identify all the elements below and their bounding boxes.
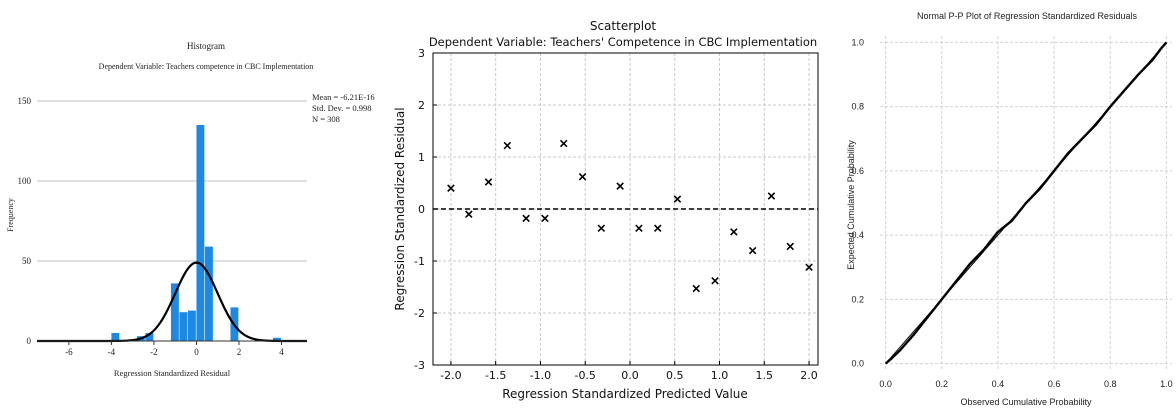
pp-plot-x-tick-label: 0.8 — [1104, 379, 1117, 389]
scatterplot-y-tick-label: 3 — [418, 47, 425, 60]
scatterplot-y-tick-label: 0 — [418, 203, 425, 216]
histogram-bar — [179, 312, 187, 341]
pp-plot-x-axis-label: Observed Cumulative Probability — [960, 397, 1092, 407]
pp-plot-x-tick-label: 0.6 — [1048, 379, 1061, 389]
pp-plot-x-tick-label: 0.4 — [992, 379, 1005, 389]
pp-plot-x-tick-label: 0.0 — [879, 379, 892, 389]
scatterplot-x-tick-label: -2.0 — [440, 369, 461, 382]
pp-plot-title: Normal P-P Plot of Regression Standardiz… — [917, 11, 1137, 21]
histogram-x-tick-label: 0 — [194, 347, 199, 357]
scatter-point — [655, 225, 661, 231]
histogram-x-tick-label: 2 — [237, 347, 242, 357]
scatterplot-y-tick-label: -2 — [414, 307, 425, 320]
histogram-y-tick-label: 100 — [18, 176, 32, 186]
pp-plot-y-tick-label: 0.8 — [851, 102, 864, 112]
pp-plot-x-tick-label: 1.0 — [1160, 379, 1173, 389]
histogram-x-tick-label: -2 — [150, 347, 158, 357]
scatter-point — [466, 211, 472, 217]
scatterplot-y-tick-label: -3 — [414, 359, 425, 372]
scatter-point — [617, 183, 623, 189]
scatter-point — [598, 225, 604, 231]
histogram-bars — [111, 125, 280, 341]
pp-plot-y-tick-label: 0.0 — [851, 359, 864, 369]
scatterplot-chart: Scatterplot Dependent Variable: Teachers… — [380, 0, 830, 408]
histogram-y-tick-label: 50 — [22, 256, 32, 266]
scatter-point — [693, 285, 699, 291]
scatterplot-x-tick-label: -1.5 — [485, 369, 506, 382]
scatterplot-x-axis-label: Regression Standardized Predicted Value — [502, 387, 748, 401]
histogram-x-tick-label: -6 — [65, 347, 73, 357]
histogram-bar — [188, 311, 196, 341]
histogram-title: Histogram — [187, 41, 225, 51]
histogram-x-axis-label: Regression Standardized Residual — [114, 368, 231, 378]
histogram-bar — [205, 247, 213, 341]
histogram-y-tick-label: 150 — [18, 96, 32, 106]
pp-plot-y-tick-label: 1.0 — [851, 37, 864, 47]
pp-plot-x-tick-label: 0.2 — [936, 379, 949, 389]
scatter-point — [504, 142, 510, 148]
histogram-bar — [111, 333, 119, 341]
pp-plot-y-axis-label: Expected Cumulative Probability — [846, 140, 856, 270]
scatterplot-x-tick-label: 1.5 — [756, 369, 774, 382]
scatter-point — [712, 278, 718, 284]
histogram-chart: Histogram Dependent Variable: Teachers c… — [0, 0, 380, 408]
histogram-stat-mean: Mean = -6.21E-16 — [312, 92, 375, 102]
histogram-stat-sd: Std. Dev. = 0.998 — [312, 103, 372, 113]
scatter-point — [749, 247, 755, 253]
histogram-bar — [196, 125, 204, 341]
scatter-point — [523, 215, 529, 221]
scatter-point — [579, 174, 585, 180]
scatterplot-x-tick-label: 2.0 — [800, 369, 818, 382]
scatterplot-x-tick-label: -1.0 — [530, 369, 551, 382]
scatter-point — [731, 229, 737, 235]
scatterplot-y-ticks: -3 -2 -1 0 1 2 3 — [414, 47, 437, 372]
scatterplot-y-axis-label: Regression Standardized Residual — [393, 107, 407, 310]
scatterplot-x-tick-label: 0.0 — [621, 369, 639, 382]
histogram-y-axis-label: Frequency — [6, 198, 15, 232]
histogram-gridlines — [37, 101, 307, 261]
histogram-y-tick-label: 0 — [27, 336, 32, 346]
scatter-point — [768, 193, 774, 199]
scatter-point — [787, 243, 793, 249]
scatterplot-subtitle: Dependent Variable: Teachers' Competence… — [429, 35, 817, 49]
histogram-subtitle: Dependent Variable: Teachers competence … — [99, 62, 314, 71]
scatter-point — [561, 140, 567, 146]
histogram-x-ticks: -6 -4 -2 0 2 4 — [65, 341, 284, 357]
pp-plot-chart: Normal P-P Plot of Regression Standardiz… — [830, 0, 1176, 408]
scatterplot-y-tick-label: 1 — [418, 151, 425, 164]
scatter-point — [485, 179, 491, 185]
scatter-point — [636, 225, 642, 231]
histogram-stat-n: N = 308 — [312, 114, 340, 124]
histogram-x-tick-label: -4 — [108, 347, 116, 357]
pp-plot-observed-line — [886, 42, 1167, 363]
scatterplot-x-tick-label: -0.5 — [574, 369, 595, 382]
histogram-y-ticks: 0 50 100 150 — [18, 96, 32, 346]
scatterplot-y-tick-label: 2 — [418, 99, 425, 112]
scatterplot-y-tick-label: -1 — [414, 255, 425, 268]
scatterplot-x-tick-label: 1.0 — [711, 369, 729, 382]
pp-plot-y-tick-label: 0.2 — [851, 294, 864, 304]
scatterplot-title: Scatterplot — [590, 19, 657, 33]
pp-plot-x-ticks: 0.0 0.2 0.4 0.6 0.8 1.0 — [879, 379, 1172, 389]
scatterplot-x-tick-label: 0.5 — [666, 369, 684, 382]
scatterplot-x-ticks: -2.0 -1.5 -1.0 -0.5 0.0 0.5 1.0 1.5 2.0 — [440, 361, 818, 382]
histogram-x-tick-label: 4 — [279, 347, 284, 357]
scatter-point — [542, 215, 548, 221]
